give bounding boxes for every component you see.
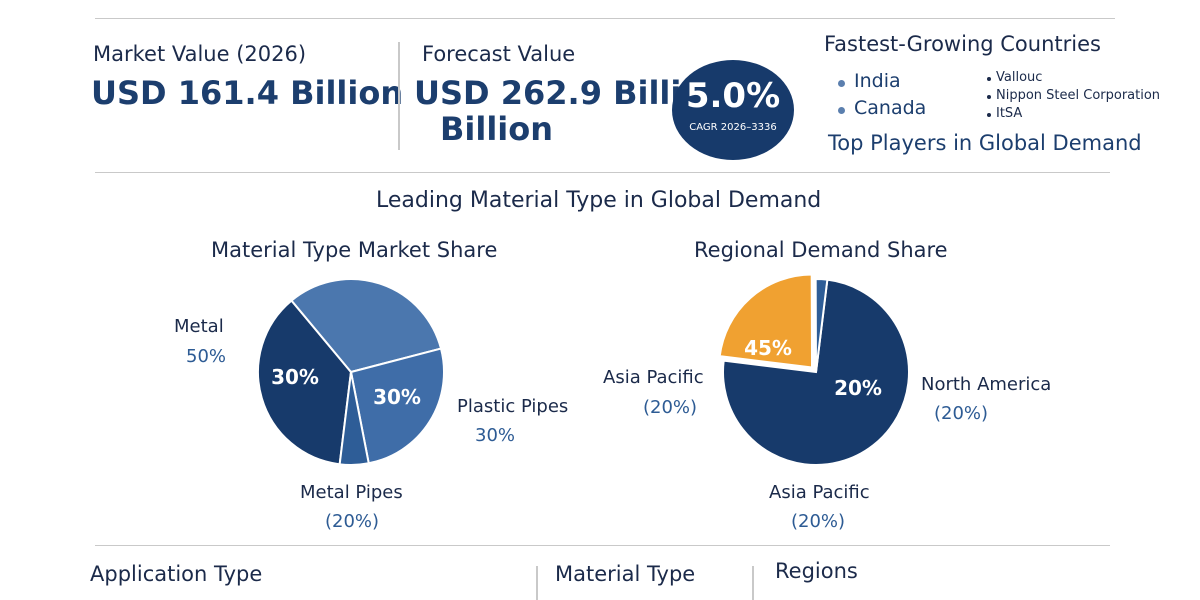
chart-title-material: Material Type Market Share xyxy=(211,238,498,262)
country-item: India xyxy=(854,70,901,92)
pie-label-metal-pipes: Metal Pipes xyxy=(300,482,403,503)
bottom-divider-1 xyxy=(536,566,538,600)
pie-pct-metal-pipes: (20%) xyxy=(325,511,380,532)
chart-title-regional: Regional Demand Share xyxy=(694,238,948,262)
material-type-heading: Material Type xyxy=(555,562,696,586)
forecast-value-label: Forecast Value xyxy=(422,42,576,66)
pie-chart-regional: 20% 45% xyxy=(718,273,910,466)
pie-label-metal: Metal xyxy=(174,316,224,337)
kpi-divider xyxy=(398,42,400,150)
application-type-heading: Application Type xyxy=(90,562,263,586)
pie-slice-label: 30% xyxy=(373,385,421,409)
header-divider xyxy=(95,172,1110,173)
country-item: Canada xyxy=(854,97,927,119)
pie-label-asia-pacific: Asia Pacific xyxy=(603,367,704,388)
regions-heading: Regions xyxy=(775,559,858,583)
pie-pct-metal: 50% xyxy=(186,346,227,367)
top-divider xyxy=(95,18,1115,19)
pie-label-asia-pacific-bottom: Asia Pacific xyxy=(769,482,870,503)
player-bullet xyxy=(987,113,991,117)
players-title: Top Players in Global Demand xyxy=(828,131,1142,155)
cagr-label: CAGR 2026–3336 xyxy=(689,122,777,133)
pie-slice xyxy=(349,347,445,465)
pie-slice xyxy=(290,278,443,374)
pie-slice xyxy=(814,278,829,373)
market-value: USD 161.4 Billion xyxy=(91,74,404,112)
pie-pct-north-america: (20%) xyxy=(934,403,989,424)
player-item: Nippon Steel Corporation xyxy=(996,88,1161,103)
player-item: ItSA xyxy=(996,106,1023,121)
market-value-label: Market Value (2026) xyxy=(93,42,307,66)
countries-title: Fastest-Growing Countries xyxy=(824,32,1101,56)
pie-pct-asia-pacific: (20%) xyxy=(643,397,698,418)
bottom-divider-2 xyxy=(752,566,754,600)
pie-pct-plastic-pipes: 30% xyxy=(475,425,516,446)
player-item: Vallouc xyxy=(996,70,1043,85)
pie-slice xyxy=(718,273,814,369)
country-bullet xyxy=(838,107,845,114)
pie-slice xyxy=(338,371,370,466)
player-bullet xyxy=(987,77,991,81)
cagr-badge: 5.0% CAGR 2026–3336 xyxy=(672,60,794,160)
pie-slice-label: 20% xyxy=(834,376,882,400)
section-title: Leading Material Type in Global Demand xyxy=(376,188,822,213)
pie-chart-material: 30% 30% xyxy=(257,278,445,466)
pie-slice-label: 45% xyxy=(744,336,792,360)
country-bullet xyxy=(838,80,845,87)
pie-label-north-america: North America xyxy=(921,374,1052,395)
cagr-value: 5.0% xyxy=(685,76,781,116)
pie-pct-asia-pacific-bottom: (20%) xyxy=(791,511,846,532)
pie-label-plastic-pipes: Plastic Pipes xyxy=(457,396,569,417)
player-bullet xyxy=(987,95,991,99)
pie-slice xyxy=(722,278,910,466)
forecast-value-line2: Billion xyxy=(440,110,554,148)
charts-divider xyxy=(95,545,1110,546)
pie-slice xyxy=(257,299,353,466)
pie-slice-label: 30% xyxy=(271,365,319,389)
